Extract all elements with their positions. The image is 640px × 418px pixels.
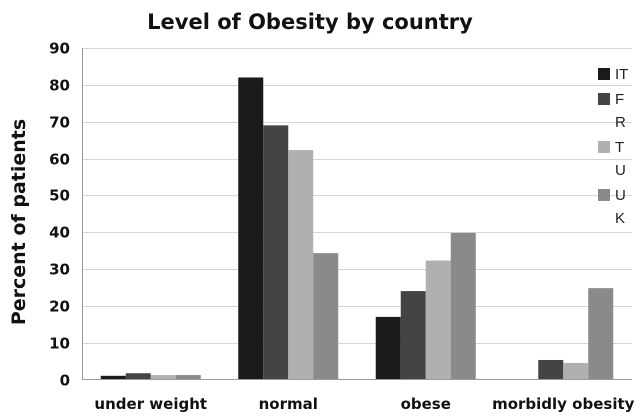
y-tick-label: 10	[49, 335, 70, 353]
bar-UK-under-weight	[175, 375, 201, 380]
y-tick-label: 70	[49, 114, 70, 132]
bar-TU-obese	[425, 260, 451, 380]
bar-FR-obese	[400, 291, 426, 380]
gridlines	[82, 48, 632, 344]
legend-swatch-TU	[598, 141, 610, 153]
legend-label-UK: U	[615, 187, 626, 204]
y-tick-labels: 0 10 20 30 40 50 60 70 80 90	[49, 40, 70, 390]
y-tick-label: 90	[49, 40, 70, 58]
legend-label-TU: T	[615, 139, 624, 156]
bar-FR-under-weight	[125, 373, 151, 380]
chart-title: Level of Obesity by country	[147, 10, 473, 34]
bar-TU-under-weight	[150, 375, 176, 380]
y-tick-label: 0	[60, 372, 70, 390]
x-category-labels: under weight normal obese morbidly obesity	[94, 395, 634, 413]
x-category-label: obese	[401, 395, 451, 413]
x-category-label: normal	[259, 395, 318, 413]
y-axis-label: Percent of patients	[8, 119, 30, 325]
y-tick-label: 50	[49, 187, 70, 205]
bar-IT-normal	[238, 77, 264, 380]
bar-TU-normal	[288, 150, 314, 380]
y-tick-label: 60	[49, 151, 70, 169]
legend-label-FR: F	[615, 91, 624, 108]
bar-IT-under-weight	[100, 375, 126, 380]
legend-label-FR: R	[615, 114, 626, 131]
legend-swatch-IT	[598, 68, 610, 80]
y-tick-label: 20	[49, 298, 70, 316]
bar-TU-morbidly-obesity	[563, 362, 589, 380]
bar-UK-obese	[450, 232, 476, 380]
bar-FR-morbidly-obesity	[538, 359, 564, 380]
y-tick-label: 80	[49, 77, 70, 95]
legend-label-TU: U	[615, 162, 626, 179]
legend-label-IT: IT	[615, 66, 628, 83]
bar-UK-normal	[313, 253, 339, 380]
x-category-label: under weight	[94, 395, 207, 413]
legend-label-UK: K	[615, 210, 625, 227]
bar-IT-obese	[375, 316, 401, 380]
y-tick-label: 40	[49, 224, 70, 242]
legend-swatch-FR	[598, 93, 610, 105]
bar-UK-morbidly-obesity	[588, 288, 614, 380]
bars	[100, 77, 614, 380]
y-tick-label: 30	[49, 261, 70, 279]
legend-swatch-UK	[598, 189, 610, 201]
x-category-label: morbidly obesity	[492, 395, 635, 413]
bar-FR-normal	[263, 125, 289, 380]
